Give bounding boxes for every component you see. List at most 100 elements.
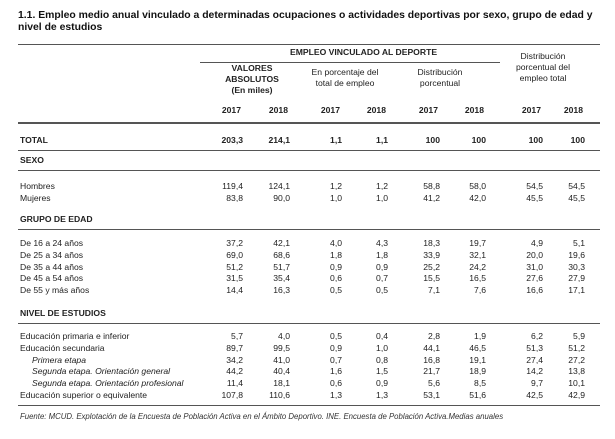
cell: 54,5 [526,181,543,191]
column-header: Distribución [520,51,566,61]
cell: 27,2 [568,354,585,365]
cell: 203,3 [221,135,243,145]
rule [18,44,600,45]
cell: 7,1 [428,285,440,296]
cell: 0,6 [330,378,342,389]
row-label: De 45 a 54 años [20,273,84,284]
cell: 58,8 [423,181,440,191]
cell: 51,2 [568,342,585,353]
cell: 107,8 [221,390,243,400]
cell: 1,0 [376,342,388,353]
group-header: EMPLEO VINCULADO AL DEPORTE [290,47,438,57]
cell: 100 [570,135,585,145]
cell: 0,5 [376,285,388,296]
cell: 30,3 [568,261,585,272]
column-header: Distribución [417,67,463,77]
cell: 4,3 [376,238,388,248]
cell: 1,1 [376,135,388,145]
cell: 42,9 [568,390,585,400]
cell: 2,8 [428,331,440,341]
cell: 100 [528,135,543,145]
row-label: De 25 a 34 años [20,249,84,260]
year-header: 2018 [268,105,288,115]
row-label: TOTAL [20,135,48,145]
cell: 27,4 [526,354,543,365]
cell: 21,7 [423,366,440,377]
rule [18,150,600,151]
cell: 44,2 [226,366,243,377]
section-title: SEXO [20,155,44,165]
section-title: GRUPO DE EDAD [20,214,93,224]
row-label: De 55 y más años [20,285,90,296]
cell: 0,9 [330,342,342,353]
row-label: Primera etapa [32,354,86,365]
cell: 124,1 [268,181,290,191]
cell: 90,0 [273,192,290,203]
cell: 8,5 [474,378,486,389]
cell: 5,6 [428,378,440,389]
cell: 19,7 [469,238,486,248]
cell: 24,2 [469,261,486,272]
row-label: Educación primaria e inferior [20,331,130,341]
rule [18,122,600,124]
cell: 4,9 [531,238,543,248]
cell: 1,8 [376,249,388,260]
rule [18,170,600,171]
column-header: total de empleo [315,78,375,88]
cell: 42,5 [526,390,543,400]
cell: 13,8 [568,366,585,377]
cell: 0,5 [330,331,342,341]
cell: 16,5 [469,273,486,284]
cell: 45,5 [568,192,585,203]
cell: 0,9 [330,261,342,272]
cell: 16,8 [423,354,440,365]
cell: 10,1 [568,378,585,389]
cell: 1,3 [330,390,342,400]
cell: 83,8 [226,192,243,203]
cell: 0,4 [376,331,388,341]
cell: 0,8 [376,354,388,365]
cell: 0,9 [376,378,388,389]
cell: 89,7 [226,342,243,353]
cell: 44,1 [423,342,440,353]
cell: 119,4 [222,181,243,191]
row-label: Educación secundaria [20,342,105,353]
cell: 51,3 [526,342,543,353]
row-label: Segunda etapa. Orientación general [32,366,171,377]
cell: 1,3 [376,390,388,400]
cell: 25,2 [423,261,440,272]
cell: 0,7 [376,273,388,284]
column-header: porcentual [419,78,461,88]
cell: 46,5 [469,342,486,353]
cell: 6,2 [531,331,543,341]
cell: 7,6 [474,285,486,296]
cell: 4,0 [330,238,342,248]
rule [18,323,600,324]
column-header: empleo total [519,73,567,83]
year-header: 2018 [366,105,386,115]
cell: 33,9 [423,249,440,260]
cell: 35,4 [273,273,290,284]
cell: 99,5 [273,342,290,353]
cell: 42,0 [469,192,486,203]
cell: 32,1 [469,249,486,260]
cell: 31,5 [226,273,243,284]
rule [200,62,500,63]
row-label: Segunda etapa. Orientación profesional [32,378,184,389]
row-label: Hombres [20,181,55,191]
cell: 42,1 [273,238,290,248]
cell: 18,9 [469,366,486,377]
row-label: Mujeres [20,192,51,203]
cell: 14,2 [526,366,543,377]
cell: 53,1 [423,390,440,400]
cell: 16,6 [526,285,543,296]
cell: 1,9 [474,331,486,341]
cell: 18,3 [423,238,440,248]
cell: 1,8 [330,249,342,260]
cell: 27,6 [526,273,543,284]
cell: 0,6 [330,273,342,284]
cell: 20,0 [526,249,543,260]
cell: 51,6 [469,390,486,400]
row-label: Educación superior o equivalente [20,390,148,400]
